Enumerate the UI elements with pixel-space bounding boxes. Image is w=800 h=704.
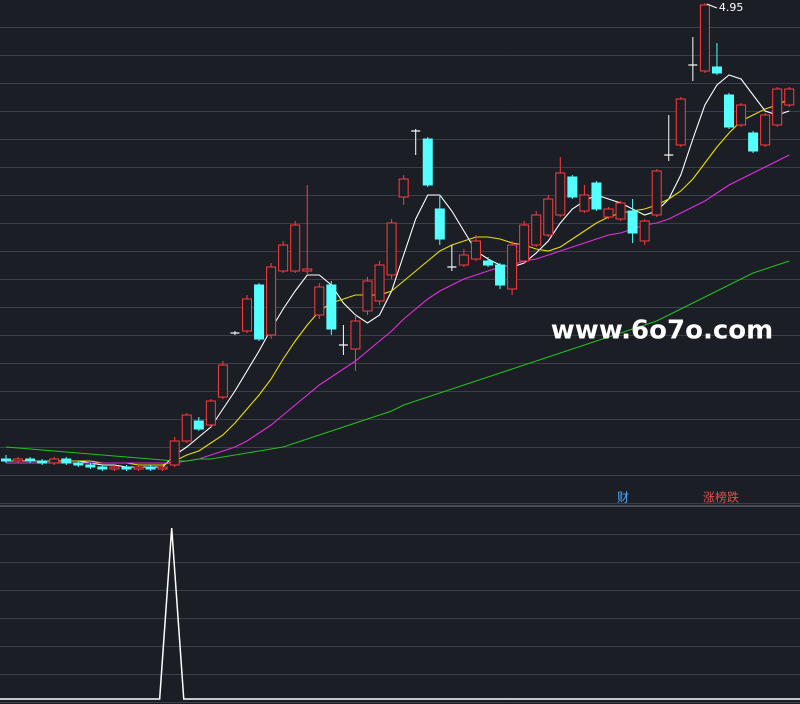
candle-body <box>760 114 771 146</box>
candle-body <box>181 414 192 442</box>
ma-line <box>6 98 790 466</box>
candle-body <box>25 458 36 462</box>
candle-body <box>699 4 710 72</box>
candle-body <box>422 138 433 186</box>
candle-body <box>362 280 373 312</box>
candle-body <box>519 224 530 262</box>
candle-body <box>483 260 493 266</box>
candle-body <box>266 266 277 336</box>
candle-body <box>603 208 614 218</box>
candle-body <box>567 176 578 198</box>
candle-body <box>278 244 289 272</box>
candle-body <box>109 466 120 470</box>
candle-body <box>434 208 445 240</box>
candle-body <box>507 244 518 290</box>
candle-body <box>651 170 662 216</box>
candle-body <box>61 458 72 464</box>
candle-body <box>290 224 301 272</box>
candle-body <box>639 220 650 242</box>
candle-body <box>193 420 204 430</box>
candle-body <box>133 466 144 470</box>
candle-body <box>711 66 722 74</box>
candle-body <box>145 466 156 470</box>
candle-body <box>531 214 542 246</box>
candle-body <box>205 400 216 426</box>
candle-body <box>579 194 590 212</box>
signal-marker: 财 <box>617 491 629 505</box>
ma-line <box>6 154 790 464</box>
candle-body <box>386 222 397 276</box>
candle-body <box>458 254 469 266</box>
candle-body <box>97 466 108 470</box>
candle-body <box>543 198 554 236</box>
candle-body <box>748 132 759 152</box>
candle-body <box>374 264 385 302</box>
candle-body <box>121 466 132 470</box>
max-pointer <box>706 3 718 9</box>
candle-body <box>555 172 566 216</box>
candle-body <box>591 182 602 210</box>
watermark: www.6o7o.com <box>551 316 773 346</box>
indicator-line <box>0 527 800 700</box>
candle-body <box>302 268 313 272</box>
candle-body <box>736 104 747 126</box>
candle-body <box>326 284 337 330</box>
max-label: 4.95 <box>719 1 744 14</box>
candle-body <box>784 88 795 106</box>
signal-marker: 涨榜跌 <box>703 490 739 505</box>
candle-body <box>314 286 325 316</box>
candle-body <box>615 202 626 220</box>
candle-body <box>627 210 638 234</box>
candle-body <box>49 458 60 464</box>
candle-body <box>217 364 228 398</box>
candle-body <box>398 178 409 198</box>
candle-body <box>495 264 506 286</box>
candle-body <box>157 466 168 470</box>
candle-body <box>724 94 734 128</box>
candle-body <box>37 460 48 464</box>
candle-body <box>675 98 686 146</box>
candle-body <box>169 440 180 466</box>
candle-body <box>350 320 361 350</box>
candle-body <box>13 458 24 462</box>
candle-body <box>772 88 783 126</box>
candle-body <box>73 462 84 466</box>
candle-body <box>242 298 252 332</box>
candle-body <box>254 284 265 340</box>
ma-line <box>5 260 790 462</box>
candle-body <box>470 240 481 260</box>
candle-body <box>85 464 96 468</box>
candle-body <box>1 458 11 462</box>
